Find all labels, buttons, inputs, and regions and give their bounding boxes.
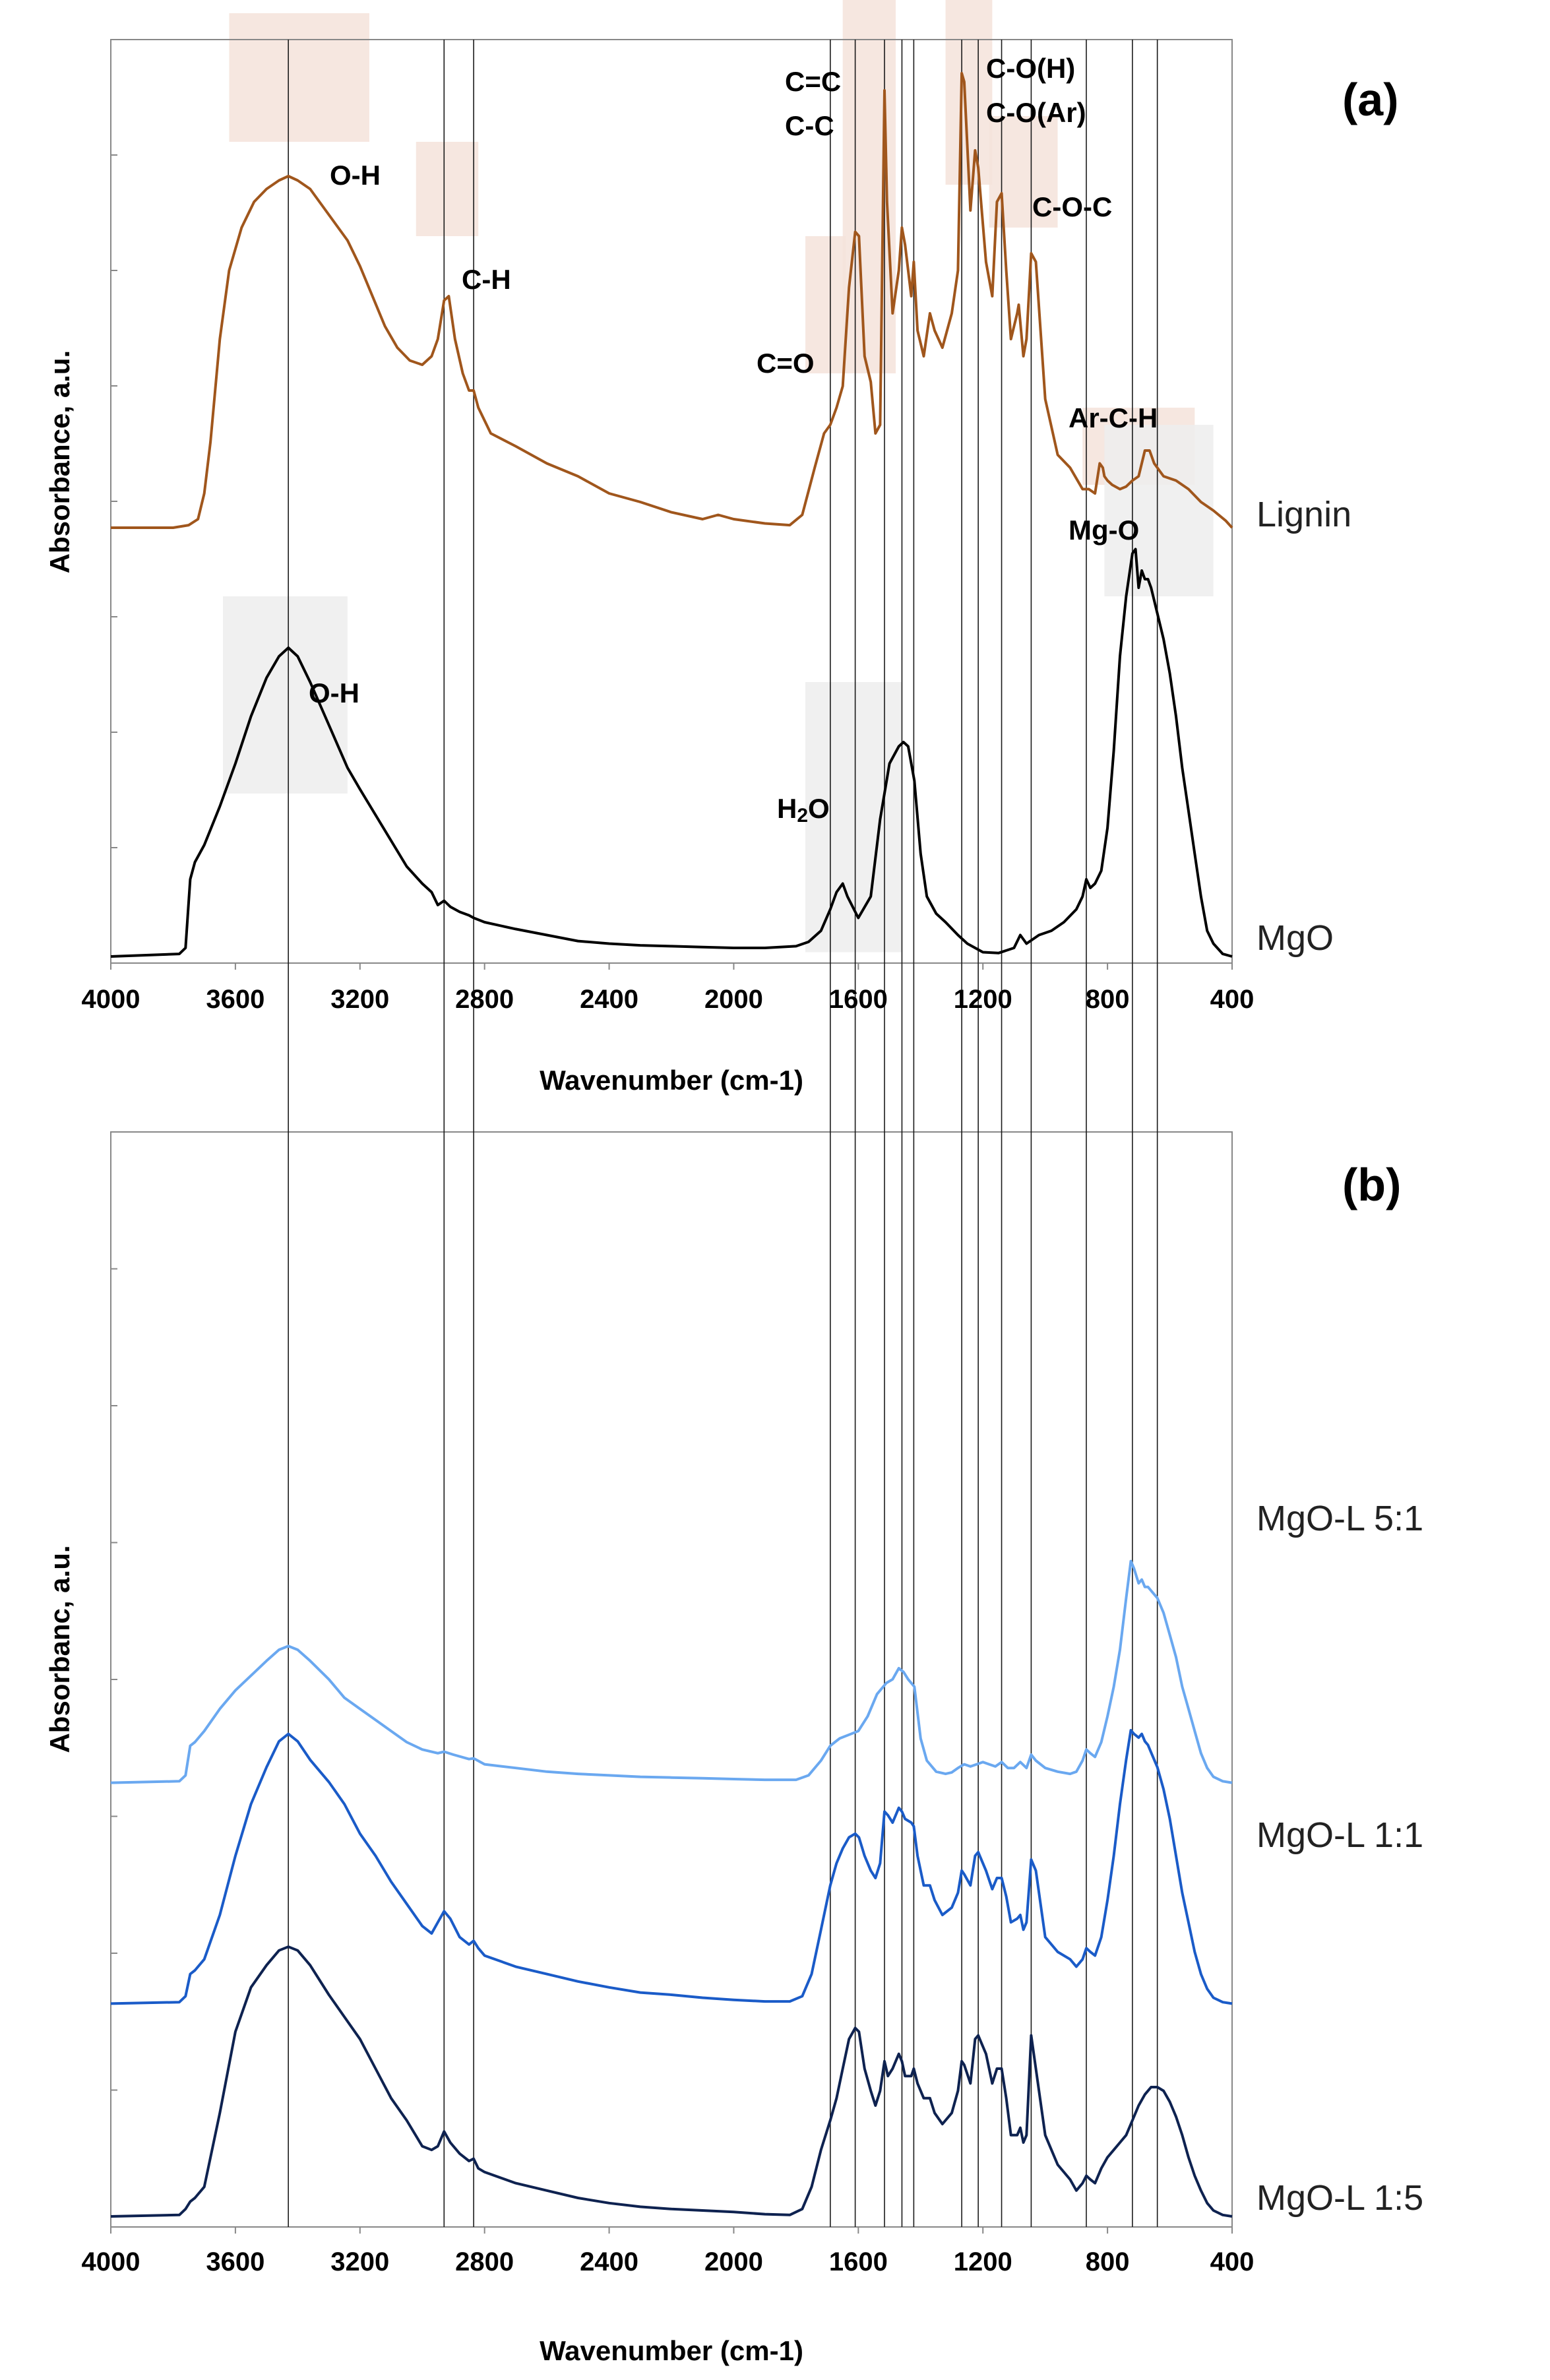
panel-b-x-tick-labels: 4000 3600 3200 2800 2400 2000 1600 1200 800 400 xyxy=(82,2227,1255,2276)
annotation-mgo-mg-o: Mg-O xyxy=(1069,515,1139,546)
x-tick-label: 2000 xyxy=(704,2247,763,2276)
x-tick-label: 4000 xyxy=(82,2247,140,2276)
panel-a-y-axis-title: Absorbance, a.u. xyxy=(44,350,75,573)
series-label-mgo-l-1-5: MgO-L 1:5 xyxy=(1256,2178,1423,2218)
panel-b-x-axis-title: Wavenumber (cm-1) xyxy=(540,2335,803,2366)
y-ticks xyxy=(111,154,117,2091)
panel-b-curves xyxy=(110,1559,1233,2218)
band-box-lignin-c-o-c xyxy=(989,116,1058,228)
panel-b-frame xyxy=(110,1131,1233,2228)
series-label-mgo-l-5-1: MgO-L 5:1 xyxy=(1256,1499,1423,1538)
panel-b-label: (b) xyxy=(1342,1159,1401,1210)
panel-b-y-axis-title: Absorbanc, a.u. xyxy=(44,1545,75,1753)
series-line-mgo-l-1-5 xyxy=(110,1945,1233,2218)
series-line-mgo-l-1-1 xyxy=(110,1729,1233,2005)
x-tick-label: 1600 xyxy=(829,985,888,1014)
series-line-mgo-l-5-1 xyxy=(110,1559,1233,1784)
annotation-lignin-c-oar: C-O(Ar) xyxy=(986,97,1086,128)
x-tick-label: 2800 xyxy=(455,2247,514,2276)
reference-lines xyxy=(288,40,1158,2227)
annotation-lignin-c-o: C=O xyxy=(757,348,815,379)
x-tick-label: 800 xyxy=(1086,2247,1130,2276)
series-label-mgo-l-1-1: MgO-L 1:1 xyxy=(1256,1815,1423,1855)
x-tick-label: 3600 xyxy=(206,985,264,1014)
panel-a-frame xyxy=(110,39,1233,964)
x-tick-label: 3200 xyxy=(330,2247,389,2276)
panel-a-x-tick-labels: 4000 3600 3200 2800 2400 2000 1600 1200 800 400 xyxy=(82,963,1255,1014)
x-tick-label: 4000 xyxy=(82,985,140,1014)
x-tick-label: 2400 xyxy=(580,985,638,1014)
x-tick-label: 1200 xyxy=(954,2247,1012,2276)
panel-a-curves xyxy=(110,72,1233,958)
series-line-lignin xyxy=(111,72,1233,529)
annotation-lignin-c-c-double: C=C xyxy=(785,66,841,97)
annotation-mgo-h2o: H2O xyxy=(777,793,830,827)
x-tick-label: 2000 xyxy=(704,985,763,1014)
annotation-lignin-o-h: O-H xyxy=(330,160,381,191)
band-box-mgo-mg-o xyxy=(1104,425,1214,596)
band-box-lignin-c-h xyxy=(416,142,479,236)
x-tick-label: 800 xyxy=(1086,985,1130,1014)
band-box-mgo-o-h xyxy=(223,596,348,794)
panel-a-x-axis-title: Wavenumber (cm-1) xyxy=(540,1065,803,1096)
x-tick-label: 3200 xyxy=(330,985,389,1014)
annotation-lignin-c-o-c: C-O-C xyxy=(1032,191,1112,222)
band-box-lignin-o-h xyxy=(229,13,369,142)
x-tick-label: 400 xyxy=(1210,2247,1255,2276)
series-label-lignin: Lignin xyxy=(1256,495,1351,534)
x-tick-label: 2400 xyxy=(580,2247,638,2276)
band-box-lignin-c-o xyxy=(805,236,846,373)
x-tick-label: 1200 xyxy=(954,985,1012,1014)
annotation-lignin-c-c: C-C xyxy=(785,110,834,141)
series-label-mgo: MgO xyxy=(1256,918,1334,958)
x-tick-label: 2800 xyxy=(455,985,514,1014)
annotation-mgo-o-h: O-H xyxy=(309,677,359,708)
annotation-lignin-c-oh: C-O(H) xyxy=(986,53,1075,84)
annotation-lignin-ar-c-h: Ar-C-H xyxy=(1069,402,1158,433)
annotation-lignin-c-h: C-H xyxy=(462,264,511,295)
series-line-mgo xyxy=(110,548,1233,958)
x-tick-label: 1600 xyxy=(829,2247,888,2276)
x-tick-label: 400 xyxy=(1210,985,1255,1014)
x-tick-label: 3600 xyxy=(206,2247,264,2276)
panel-a-label: (a) xyxy=(1342,74,1399,125)
